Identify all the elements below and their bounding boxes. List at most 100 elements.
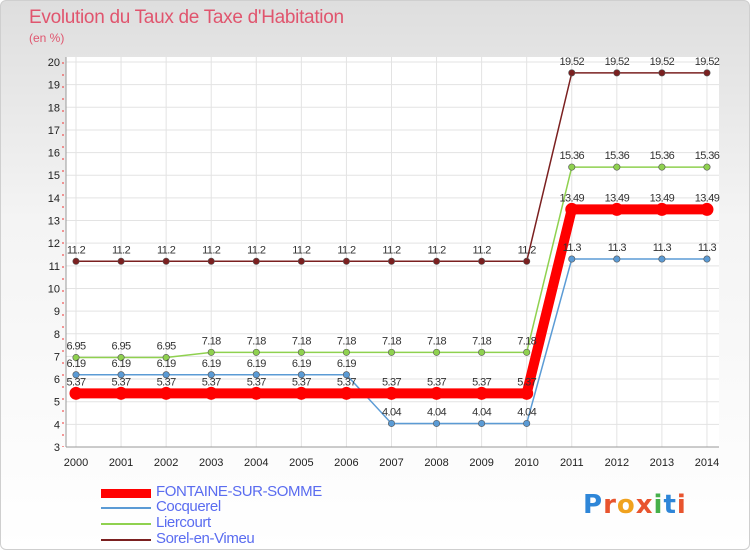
data-point xyxy=(658,163,666,171)
logo-letter: t xyxy=(663,490,677,520)
x-tick-label: 2010 xyxy=(514,457,538,469)
x-tick-label: 2012 xyxy=(605,457,629,469)
data-label: 4.04 xyxy=(427,406,446,418)
data-point xyxy=(387,419,395,427)
data-point xyxy=(207,371,215,379)
legend-swatch xyxy=(101,523,151,525)
data-point xyxy=(568,163,576,171)
data-label: 6.19 xyxy=(247,358,266,370)
logo-letter: r xyxy=(603,490,617,520)
data-label: 19.52 xyxy=(605,56,630,68)
data-label: 4.04 xyxy=(517,406,536,418)
data-label: 6.19 xyxy=(292,358,311,370)
data-label: 5.37 xyxy=(292,376,311,388)
data-point xyxy=(342,371,350,379)
data-label: 6.19 xyxy=(157,358,176,370)
legend-swatch xyxy=(101,539,151,541)
plot-area xyxy=(66,57,719,447)
data-label: 7.18 xyxy=(382,335,401,347)
y-tick-label: 13 xyxy=(48,216,60,228)
logo-letter: i xyxy=(676,490,687,520)
y-tick-label: 14 xyxy=(48,193,60,205)
data-point xyxy=(342,348,350,356)
y-tick-label: 9 xyxy=(54,306,60,318)
data-point xyxy=(478,348,486,356)
data-label: 11.2 xyxy=(202,244,221,256)
logo-letter: x xyxy=(635,490,654,520)
x-tick-label: 2007 xyxy=(379,457,403,469)
data-label: 7.18 xyxy=(472,335,491,347)
data-point xyxy=(297,348,305,356)
x-tick-label: 2000 xyxy=(64,457,88,469)
y-tick-label: 20 xyxy=(48,57,60,69)
data-point xyxy=(72,371,80,379)
data-label: 7.18 xyxy=(337,335,356,347)
data-label: 11.3 xyxy=(698,242,717,254)
x-tick-label: 2009 xyxy=(469,457,493,469)
data-point xyxy=(252,348,260,356)
y-tick-label: 3 xyxy=(54,442,60,454)
data-label: 15.36 xyxy=(650,150,675,162)
x-tick-label: 2008 xyxy=(424,457,448,469)
x-tick-label: 2005 xyxy=(289,457,313,469)
data-label: 19.52 xyxy=(560,56,585,68)
data-label: 5.37 xyxy=(382,376,401,388)
data-label: 5.37 xyxy=(66,376,85,388)
data-label: 11.3 xyxy=(653,242,672,254)
data-label: 6.19 xyxy=(112,358,131,370)
data-label: 6.19 xyxy=(66,358,85,370)
x-tick-label: 2011 xyxy=(560,457,584,469)
data-point xyxy=(658,255,666,263)
data-label: 13.49 xyxy=(605,192,630,204)
data-label: 5.37 xyxy=(157,376,176,388)
x-tick-label: 2014 xyxy=(695,457,719,469)
data-point xyxy=(568,255,576,263)
data-label: 11.2 xyxy=(247,244,266,256)
y-tick-label: 12 xyxy=(48,238,60,250)
data-label: 11.2 xyxy=(473,244,492,256)
data-point xyxy=(430,386,444,400)
data-label: 15.36 xyxy=(605,150,630,162)
data-label: 11.2 xyxy=(427,244,446,256)
legend-label: Liercourt xyxy=(156,514,211,531)
data-label: 5.37 xyxy=(337,376,356,388)
data-point xyxy=(207,257,215,265)
data-point xyxy=(117,371,125,379)
data-point xyxy=(252,257,260,265)
y-tick-label: 18 xyxy=(48,102,60,114)
data-label: 11.2 xyxy=(112,244,131,256)
y-tick-label: 16 xyxy=(48,148,60,160)
data-label: 11.2 xyxy=(518,244,537,256)
y-tick-label: 10 xyxy=(48,283,60,295)
data-point xyxy=(342,257,350,265)
data-point xyxy=(703,69,711,77)
x-tick-label: 2004 xyxy=(244,457,268,469)
data-point xyxy=(613,163,621,171)
data-point xyxy=(204,386,218,400)
proxiti-logo: Proxiti xyxy=(583,490,687,520)
data-point xyxy=(565,202,579,216)
data-label: 6.95 xyxy=(157,341,176,353)
data-point xyxy=(249,386,263,400)
data-point xyxy=(523,348,531,356)
chart-unit: (en %) xyxy=(29,31,65,45)
y-tick-label: 8 xyxy=(54,329,60,341)
data-label: 11.3 xyxy=(563,242,582,254)
data-point xyxy=(72,354,80,362)
x-tick-label: 2006 xyxy=(334,457,358,469)
data-point xyxy=(703,163,711,171)
data-label: 6.19 xyxy=(202,358,221,370)
data-point xyxy=(703,255,711,263)
data-label: 5.37 xyxy=(472,376,491,388)
legend-swatch xyxy=(101,488,151,498)
x-tick-label: 2003 xyxy=(199,457,223,469)
data-point xyxy=(339,386,353,400)
data-point xyxy=(297,371,305,379)
data-label: 13.49 xyxy=(560,192,585,204)
data-label: 6.95 xyxy=(112,341,131,353)
data-point xyxy=(69,386,83,400)
data-label: 6.19 xyxy=(337,358,356,370)
x-tick-label: 2001 xyxy=(109,457,133,469)
data-point xyxy=(117,354,125,362)
